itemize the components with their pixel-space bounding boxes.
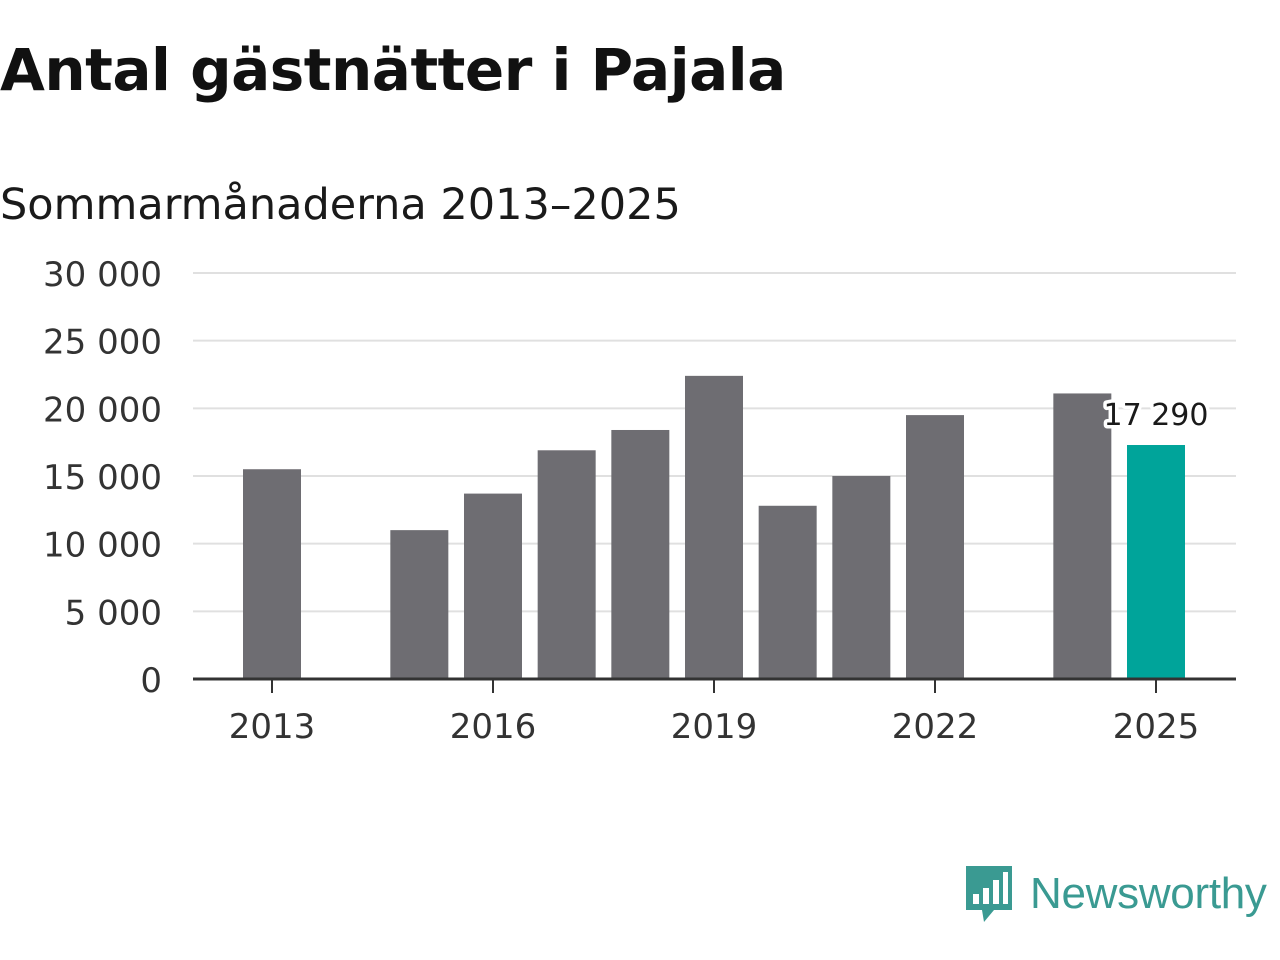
y-tick-label: 20 000 [43,390,162,430]
bar-2016 [464,493,522,679]
y-tick-label: 10 000 [43,526,162,566]
x-tick-label: 2013 [229,707,316,747]
newsworthy-logo-icon [966,866,1012,922]
bar-2017 [537,450,596,679]
x-tick-label: 2016 [450,707,537,747]
bar-2013 [243,469,301,679]
bar-2018 [611,429,670,679]
bar-2022 [906,415,964,679]
y-tick-label: 25 000 [43,323,162,363]
y-tick-label: 5 000 [65,593,162,633]
bar-2024 [1053,393,1112,679]
y-tick-label: 0 [140,661,162,701]
bar-2019 [685,375,743,679]
brand-name: Newsworthy [1030,869,1267,918]
highlight-data-label: 17 290 [1104,398,1209,433]
bar-2020 [758,505,817,679]
y-axis-ticks: 0 5 000 10 000 15 000 20 000 25 000 30 000 [43,255,162,701]
chart-subtitle: Sommarmånaderna 2013–2025 [0,180,681,230]
data-labels: 17 290 [1100,395,1212,437]
bars [243,375,1185,679]
x-tick-label: 2025 [1113,707,1200,747]
bar-2025 [1127,445,1185,679]
chart-title: Antal gästnätter i Pajala [0,36,786,104]
x-axis-ticks: 2013 2016 2019 2022 2025 [229,679,1200,747]
x-tick-label: 2022 [892,707,979,747]
y-tick-label: 15 000 [43,458,162,498]
y-tick-label: 30 000 [43,255,162,295]
bar-2015 [390,530,449,679]
bar-2021 [832,476,891,679]
brand: Newsworthy [962,862,1267,926]
x-tick-label: 2019 [671,707,758,747]
